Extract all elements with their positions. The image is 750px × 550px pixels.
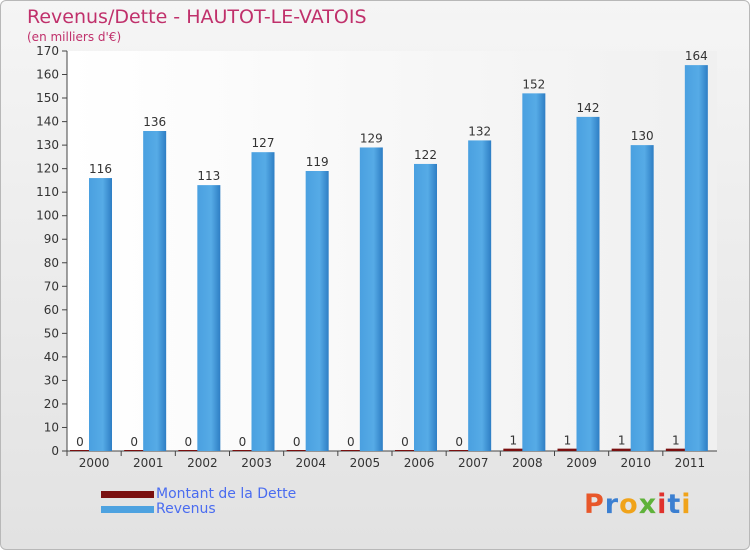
data-label-dette: 1 bbox=[618, 434, 626, 448]
y-tick-label: 40 bbox=[44, 350, 59, 364]
data-label-dette: 0 bbox=[401, 435, 409, 449]
bar-dette bbox=[557, 448, 578, 451]
y-tick-label: 110 bbox=[36, 185, 59, 199]
y-tick-label: 50 bbox=[44, 326, 59, 340]
bar-revenus bbox=[305, 171, 329, 451]
bar-dette bbox=[286, 450, 307, 451]
x-tick-label: 2010 bbox=[620, 456, 651, 470]
y-tick-label: 90 bbox=[44, 232, 59, 246]
logo-letter: t bbox=[667, 489, 682, 520]
data-label-dette: 1 bbox=[564, 434, 572, 448]
bar-dette bbox=[124, 450, 145, 451]
bar-dette bbox=[70, 450, 90, 451]
bars bbox=[70, 65, 708, 452]
proxiti-logo: Proxiti bbox=[584, 489, 692, 520]
legend-label-revenus: Revenus bbox=[156, 501, 216, 517]
bar-revenus bbox=[576, 116, 600, 451]
x-tick-label: 2002 bbox=[187, 456, 218, 470]
y-tick-label: 30 bbox=[44, 373, 59, 387]
bar-revenus bbox=[89, 178, 112, 451]
data-label-revenus: 136 bbox=[143, 115, 166, 129]
y-tick-label: 170 bbox=[36, 44, 59, 58]
data-label-revenus: 116 bbox=[89, 162, 112, 176]
y-tick-label: 140 bbox=[36, 115, 59, 129]
y-tick-label: 80 bbox=[44, 256, 59, 270]
data-label-dette: 0 bbox=[455, 435, 463, 449]
data-label-revenus: 152 bbox=[522, 77, 545, 91]
legend-label-dette: Montant de la Dette bbox=[156, 486, 297, 502]
data-label-revenus: 132 bbox=[468, 124, 491, 138]
bar-dette bbox=[395, 450, 415, 451]
logo-letter: i bbox=[657, 489, 668, 520]
y-tick-label: 60 bbox=[44, 303, 59, 317]
y-tick-label: 120 bbox=[36, 162, 59, 176]
y-tick-label: 150 bbox=[36, 91, 59, 105]
plot-area bbox=[67, 51, 717, 451]
x-tick-label: 2008 bbox=[512, 456, 543, 470]
axes: 0102030405060708090100110120130140150160… bbox=[36, 44, 717, 470]
data-label-revenus: 113 bbox=[197, 169, 220, 183]
bar-revenus bbox=[197, 185, 221, 451]
bar-revenus bbox=[251, 152, 275, 452]
data-label-revenus: 164 bbox=[685, 49, 708, 63]
y-tick-label: 70 bbox=[44, 279, 59, 293]
legend-swatch-revenus bbox=[101, 506, 154, 513]
bar-dette bbox=[611, 448, 632, 451]
x-tick-label: 2001 bbox=[133, 456, 164, 470]
bar-dette bbox=[665, 448, 686, 451]
bar-dette bbox=[178, 450, 199, 451]
y-tick-label: 0 bbox=[51, 444, 59, 458]
logo-letter: i bbox=[681, 489, 692, 520]
data-label-revenus: 122 bbox=[414, 148, 437, 162]
bar-revenus bbox=[684, 65, 708, 451]
bar-dette bbox=[449, 450, 470, 451]
y-tick-label: 100 bbox=[36, 209, 59, 223]
bar-revenus bbox=[359, 147, 383, 451]
plot-background bbox=[67, 51, 717, 451]
bar-revenus bbox=[468, 140, 492, 452]
x-tick-label: 2006 bbox=[404, 456, 435, 470]
logo-letter: o bbox=[619, 489, 639, 520]
logo-letter: P bbox=[584, 489, 605, 520]
bar-dette bbox=[340, 450, 361, 451]
data-label-dette: 1 bbox=[510, 434, 518, 448]
data-label-dette: 1 bbox=[672, 434, 680, 448]
chart-subtitle: (en milliers d'€) bbox=[27, 30, 122, 44]
data-label-revenus: 142 bbox=[577, 101, 600, 115]
data-labels: 0116013601130127011901290122013211521142… bbox=[76, 49, 708, 449]
bar-revenus bbox=[414, 163, 437, 452]
data-label-revenus: 119 bbox=[306, 155, 329, 169]
y-tick-label: 20 bbox=[44, 397, 59, 411]
data-label-dette: 0 bbox=[130, 435, 138, 449]
legend-swatch-dette bbox=[101, 491, 154, 498]
x-tick-label: 2003 bbox=[241, 456, 272, 470]
data-label-dette: 0 bbox=[293, 435, 301, 449]
bar-revenus bbox=[522, 93, 546, 452]
logo-letter: r bbox=[604, 489, 620, 520]
data-label-dette: 0 bbox=[185, 435, 193, 449]
chart-title: Revenus/Dette - HAUTOT-LE-VATOIS bbox=[27, 6, 367, 28]
x-tick-label: 2004 bbox=[295, 456, 326, 470]
y-tick-label: 160 bbox=[36, 68, 59, 82]
y-tick-label: 10 bbox=[44, 420, 59, 434]
bar-revenus bbox=[143, 131, 167, 451]
logo-letter: x bbox=[638, 489, 658, 520]
data-label-dette: 0 bbox=[76, 435, 84, 449]
data-label-dette: 0 bbox=[239, 435, 247, 449]
data-label-revenus: 130 bbox=[631, 129, 654, 143]
data-label-revenus: 127 bbox=[252, 136, 275, 150]
x-tick-label: 2011 bbox=[675, 456, 706, 470]
x-tick-label: 2000 bbox=[79, 456, 110, 470]
x-tick-label: 2009 bbox=[566, 456, 597, 470]
data-label-dette: 0 bbox=[347, 435, 355, 449]
bar-dette bbox=[232, 450, 253, 451]
bar-revenus bbox=[630, 145, 654, 451]
x-tick-label: 2007 bbox=[458, 456, 489, 470]
x-tick-label: 2005 bbox=[350, 456, 381, 470]
bar-dette bbox=[503, 448, 524, 451]
data-label-revenus: 129 bbox=[360, 131, 383, 145]
y-tick-label: 130 bbox=[36, 138, 59, 152]
